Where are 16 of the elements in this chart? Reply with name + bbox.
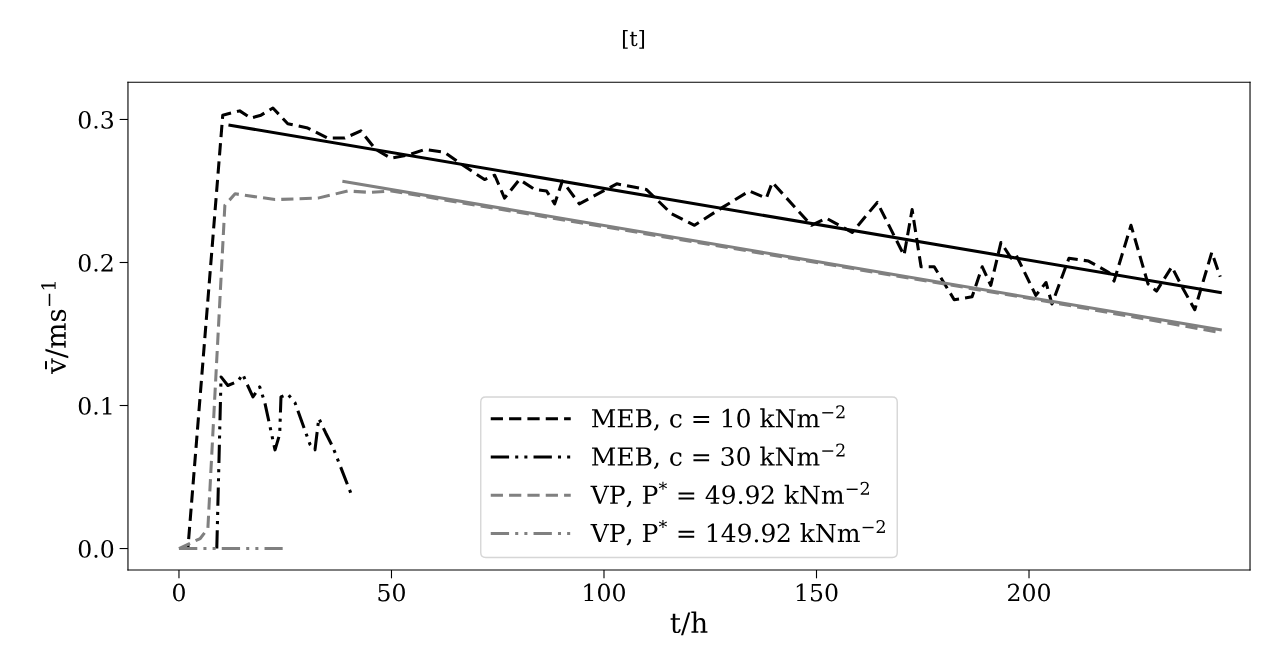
y-tick-label: 0.3 <box>78 110 114 129</box>
x-tick-label: 0 <box>173 583 185 602</box>
x-tick-label: 50 <box>378 583 405 602</box>
legend-label: MEB, c = 10 kNm$^{−2}$ <box>591 405 845 431</box>
legend-label: VP, P$^{*}$ = 49.92 kNm$^{−2}$ <box>590 481 869 508</box>
x-tick-label: 150 <box>796 583 838 602</box>
legend-label: VP, P$^{*}$ = 149.92 kNm$^{−2}$ <box>590 520 885 546</box>
x-tick-label: 100 <box>584 583 625 602</box>
x-axis-title: t/h <box>670 611 708 636</box>
y-axis-title: v̄/ms$^{−1}$ <box>41 282 69 374</box>
legend-label: MEB, c = 30 kNm$^{−2}$ <box>591 443 845 470</box>
text: [t] <box>622 30 645 49</box>
y-tick-label: 0.2 <box>78 253 113 272</box>
y-tick-label: 0.0 <box>78 539 114 558</box>
x-tick-label: 200 <box>1008 583 1050 602</box>
y-tick-label: 0.1 <box>78 396 112 415</box>
